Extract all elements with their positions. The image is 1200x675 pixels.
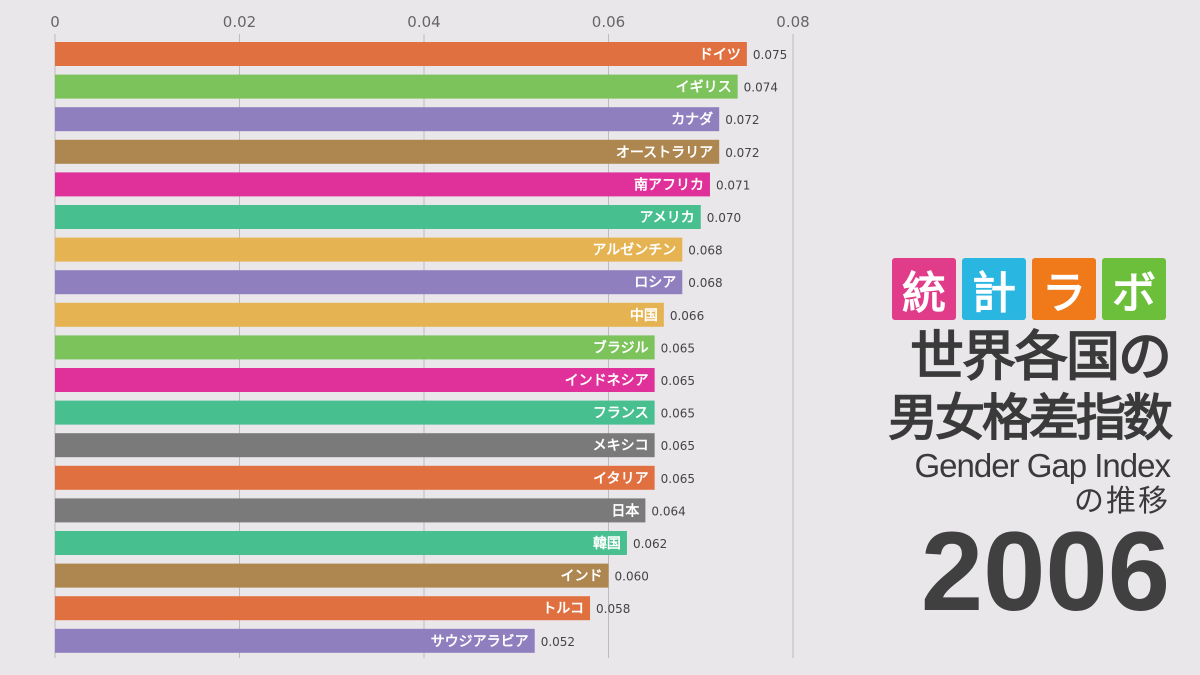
title-panel: 統 計 ラ ボ 世界各国の 男女格差指数 Gender Gap Index の推… (880, 258, 1180, 634)
value-label: 0.065 (661, 439, 695, 453)
bar-label: メキシコ (593, 438, 649, 454)
bar (55, 465, 655, 490)
logo-char-2: 計 (962, 258, 1026, 320)
bar (55, 335, 655, 360)
value-label: 0.072 (725, 113, 759, 127)
brand-logo: 統 計 ラ ボ (892, 258, 1180, 320)
value-label: 0.065 (661, 374, 695, 388)
value-label: 0.062 (633, 537, 667, 551)
bars-layer: ドイツ 0.075 イギリス 0.074 カナダ 0.072 オーストラリア 0.072 南アフ… (55, 42, 787, 653)
value-label: 0.065 (661, 341, 695, 355)
bar-label: トルコ (542, 601, 584, 617)
bar (55, 302, 664, 327)
value-label: 0.052 (541, 635, 575, 649)
bar-label: サウジアラビア (431, 634, 529, 650)
bar (55, 563, 609, 588)
value-label: 0.070 (707, 211, 741, 225)
value-label: 0.071 (716, 178, 750, 192)
bar (55, 596, 591, 621)
bar-label: 日本 (611, 502, 640, 519)
value-label: 0.075 (753, 48, 787, 62)
bar-label: 南アフリカ (634, 176, 704, 193)
bar-label: ドイツ (699, 47, 741, 63)
bar-label: インドネシア (565, 373, 649, 389)
bar (55, 368, 655, 392)
title-line-3: Gender Gap Index (914, 447, 1171, 484)
logo-char-4: ボ (1102, 258, 1166, 320)
bar (55, 498, 646, 523)
value-label: 0.065 (661, 472, 695, 486)
bar (55, 74, 738, 99)
bar (55, 433, 655, 458)
bar-label: インド (561, 569, 603, 585)
bar (55, 172, 710, 197)
value-label: 0.068 (688, 244, 722, 258)
value-label: 0.066 (670, 309, 704, 323)
bar (55, 531, 627, 555)
bar-label: フランス (593, 406, 649, 422)
bar (55, 237, 683, 262)
x-tick-label: 0.06 (592, 13, 625, 31)
x-tick-label: 0 (50, 13, 60, 31)
logo-char-3: ラ (1032, 258, 1096, 320)
bar-label: カナダ (671, 111, 713, 128)
bar-label: イギリス (676, 79, 732, 96)
bar (55, 205, 701, 229)
x-tick-label: 0.08 (776, 13, 809, 31)
bar-label: ブラジル (593, 339, 649, 356)
value-label: 0.074 (744, 81, 778, 95)
bar (55, 42, 747, 66)
value-label: 0.058 (596, 602, 630, 616)
bar-chart: 0 0.02 0.04 0.06 0.08 ドイツ 0.075 イギリス 0.074 カナダ 0.… (50, 13, 810, 658)
logo-char-1: 統 (892, 258, 956, 320)
bar-label: ロシア (634, 275, 676, 291)
value-label: 0.064 (651, 504, 685, 518)
title-line-1: 世界各国の (910, 325, 1172, 388)
x-tick-label: 0.02 (223, 13, 256, 31)
bar-label: アルゼンチン (592, 242, 676, 259)
bar-label: 韓国 (593, 535, 621, 552)
bar (55, 107, 720, 132)
bar (55, 139, 720, 164)
bar (55, 270, 683, 295)
bar-label: 中国 (630, 307, 658, 324)
bar-label: イタリア (593, 471, 648, 487)
title-line-4: の推移 (1074, 484, 1170, 519)
value-label: 0.072 (725, 146, 759, 160)
bar (55, 400, 655, 425)
x-tick-label: 0.04 (407, 13, 440, 31)
bar-label: アメリカ (639, 210, 694, 226)
value-label: 0.065 (661, 407, 695, 421)
year-label: 2006 (920, 509, 1170, 634)
value-label: 0.068 (688, 276, 722, 290)
bar (55, 628, 535, 653)
value-label: 0.060 (615, 570, 649, 584)
bar-label: オーストラリア (616, 145, 713, 161)
title-line-2: 男女格差指数 (888, 389, 1173, 447)
